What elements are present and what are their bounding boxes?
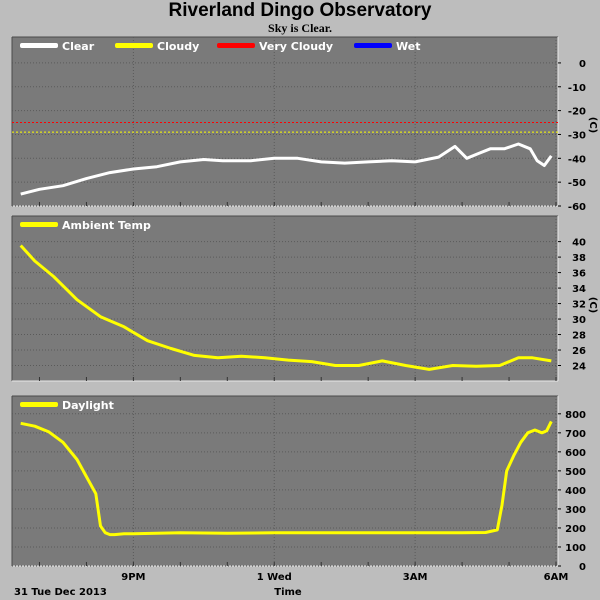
legend-label: Ambient Temp [62, 219, 151, 232]
y-tick-label: 32 [572, 300, 586, 311]
y-tick-label: 100 [565, 543, 586, 554]
y-tick-label: -10 [568, 83, 586, 94]
y-tick-label: 40 [572, 238, 586, 249]
plot-background [12, 37, 558, 206]
date-label: 31 Tue Dec 2013 [14, 587, 107, 598]
y-axis-label: (C) [587, 117, 598, 133]
time-axis: 9PM 1 Wed 3AM 6AM [121, 572, 568, 583]
y-tick-label: -50 [568, 178, 586, 189]
legend-label: Wet [396, 40, 420, 53]
y-tick-label: 800 [565, 410, 586, 421]
y-tick-label: 300 [565, 505, 586, 516]
y-tick-label: 0 [579, 59, 586, 70]
y-tick-label: 38 [572, 253, 586, 264]
legend-label: Clear [62, 40, 95, 53]
y-tick-label: -40 [568, 154, 586, 165]
legend-label: Very Cloudy [259, 40, 333, 53]
x-tick-label: 9PM [121, 572, 145, 583]
y-tick-label: 400 [565, 486, 586, 497]
series-line-clear [20, 142, 553, 196]
series-line-daylight [20, 420, 553, 537]
series-line-ambient-temp [19, 244, 552, 371]
plot-background [12, 396, 558, 566]
y-tick-label: 0 [579, 562, 586, 573]
legend-label: Daylight [62, 399, 114, 412]
legend-swatch [20, 222, 58, 227]
daylight-panel: 800 700 600 500 400 300 200 100 0 Daylight [11, 395, 586, 573]
legend-swatch [20, 43, 58, 48]
legend-swatch [20, 402, 58, 407]
y-tick-label: 700 [565, 429, 586, 440]
legend-label: Cloudy [157, 40, 199, 53]
sky-temperature-panel: 0 -10 -20 -30 -40 -50 -60 (C) Clear Cloudy Very Cl… [11, 36, 598, 213]
y-tick-label: 26 [572, 346, 586, 357]
y-tick-label: 28 [572, 331, 586, 342]
legend-swatch [354, 43, 392, 48]
legend-swatch [115, 43, 153, 48]
page-title: Riverland Dingo Observatory [168, 0, 432, 21]
y-tick-label: 200 [565, 524, 586, 535]
y-tick-label: 600 [565, 448, 586, 459]
legend-swatch [217, 43, 255, 48]
y-tick-label: -20 [568, 107, 586, 118]
y-axis-label: (C) [587, 297, 598, 313]
y-tick-label: 36 [572, 269, 586, 280]
x-tick-label: 6AM [544, 572, 569, 583]
sky-status-subtitle: Sky is Clear. [268, 21, 332, 35]
x-tick-label: 1 Wed [257, 572, 292, 583]
y-tick-label: 500 [565, 467, 586, 478]
time-axis-title: Time [274, 587, 302, 598]
plot-background [12, 216, 558, 381]
x-tick-label: 3AM [403, 572, 428, 583]
y-tick-label: 24 [572, 362, 586, 373]
y-tick-label: -30 [568, 130, 586, 141]
ambient-temperature-panel: 40 38 36 34 32 30 28 26 24 (C) Ambient Temp [11, 215, 598, 382]
y-tick-label: -60 [568, 202, 586, 213]
y-tick-label: 34 [572, 284, 586, 295]
y-tick-label: 30 [572, 315, 586, 326]
